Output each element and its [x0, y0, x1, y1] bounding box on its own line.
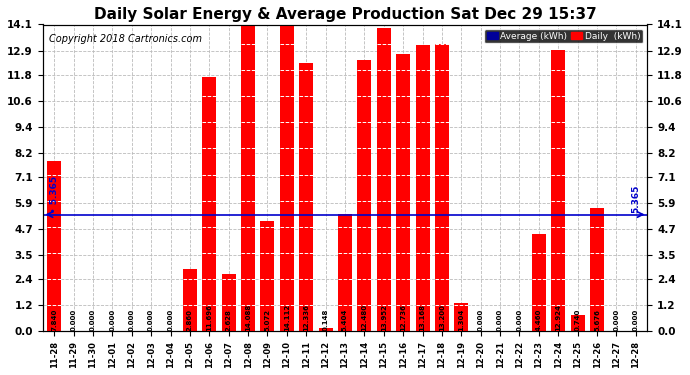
- Bar: [571, 315, 584, 331]
- Text: 0.148: 0.148: [323, 308, 328, 330]
- Bar: [357, 60, 371, 331]
- Text: 7.840: 7.840: [51, 308, 57, 330]
- Text: 1.304: 1.304: [458, 308, 464, 330]
- Text: 14.112: 14.112: [284, 303, 290, 330]
- Text: 12.480: 12.480: [362, 303, 367, 330]
- Text: • 5.365: • 5.365: [50, 176, 59, 213]
- Text: 5.365: 5.365: [631, 185, 640, 213]
- Text: 2.628: 2.628: [226, 309, 232, 330]
- Text: 0.000: 0.000: [477, 308, 484, 330]
- Bar: [435, 44, 449, 331]
- Bar: [183, 269, 197, 331]
- Text: 13.200: 13.200: [439, 303, 445, 330]
- Text: 12.924: 12.924: [555, 303, 561, 330]
- Text: 0.000: 0.000: [109, 308, 115, 330]
- Text: 0.740: 0.740: [575, 308, 581, 330]
- Text: 0.000: 0.000: [613, 308, 620, 330]
- Text: 13.952: 13.952: [381, 304, 387, 330]
- Bar: [454, 303, 469, 331]
- Bar: [590, 208, 604, 331]
- Bar: [299, 63, 313, 331]
- Legend: Average (kWh), Daily  (kWh): Average (kWh), Daily (kWh): [484, 29, 643, 44]
- Text: 0.000: 0.000: [148, 308, 154, 330]
- Bar: [532, 234, 546, 331]
- Bar: [221, 274, 236, 331]
- Text: Copyright 2018 Cartronics.com: Copyright 2018 Cartronics.com: [48, 34, 201, 44]
- Bar: [202, 77, 216, 331]
- Text: 0.000: 0.000: [497, 308, 503, 330]
- Text: 0.000: 0.000: [129, 308, 135, 330]
- Bar: [551, 50, 565, 331]
- Text: 4.460: 4.460: [536, 308, 542, 330]
- Text: 5.404: 5.404: [342, 308, 348, 330]
- Bar: [280, 24, 294, 331]
- Text: 5.072: 5.072: [264, 309, 270, 330]
- Text: 12.736: 12.736: [400, 304, 406, 330]
- Bar: [338, 214, 352, 331]
- Text: 0.000: 0.000: [168, 308, 173, 330]
- Text: 2.860: 2.860: [187, 309, 193, 330]
- Bar: [415, 45, 430, 331]
- Text: 12.336: 12.336: [303, 304, 309, 330]
- Text: 0.000: 0.000: [517, 308, 522, 330]
- Text: 0.000: 0.000: [633, 308, 639, 330]
- Text: 0.000: 0.000: [90, 308, 96, 330]
- Text: 14.088: 14.088: [245, 303, 251, 330]
- Text: 5.676: 5.676: [594, 309, 600, 330]
- Text: 13.168: 13.168: [420, 303, 426, 330]
- Text: 0.000: 0.000: [70, 308, 77, 330]
- Bar: [396, 54, 410, 331]
- Title: Daily Solar Energy & Average Production Sat Dec 29 15:37: Daily Solar Energy & Average Production …: [94, 7, 596, 22]
- Bar: [377, 28, 391, 331]
- Text: 11.696: 11.696: [206, 304, 213, 330]
- Bar: [241, 25, 255, 331]
- Bar: [47, 160, 61, 331]
- Bar: [319, 328, 333, 331]
- Bar: [260, 221, 275, 331]
